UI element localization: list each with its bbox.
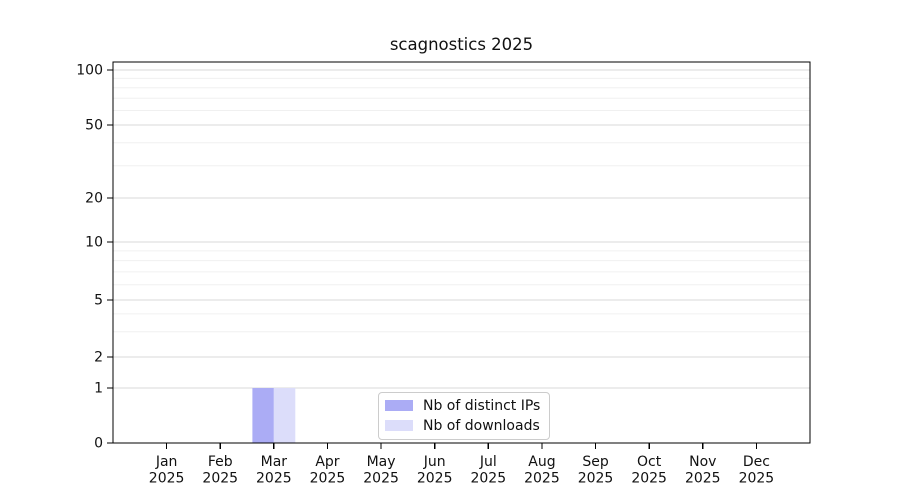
x-tick-label-month-feb: Feb [208,454,233,470]
x-axis-ticks: Jan2025Feb2025Mar2025Apr2025May2025Jun20… [149,443,774,487]
y-tick-label-100: 100 [76,63,103,79]
gridlines-major [113,69,810,444]
legend-label: Nb of distinct IPs [423,397,541,414]
chart-title: scagnostics 2025 [389,35,534,54]
x-tick-label-month-may: May [367,454,396,470]
bar-nb-of-distinct-ips-mar [252,388,274,443]
x-tick-label-month-oct: Oct [637,454,662,470]
x-tick-label-year-dec: 2025 [739,471,775,487]
x-tick-label-year-feb: 2025 [202,471,238,487]
legend-swatch-icon [385,420,413,431]
gridlines-minor [113,77,810,333]
x-tick-label-month-jan: Jan [155,454,178,470]
x-tick-label-month-mar: Mar [261,454,288,470]
x-tick-label-year-jan: 2025 [149,471,185,487]
y-tick-label-1: 1 [94,381,103,397]
x-tick-label-month-sep: Sep [582,454,609,470]
legend: Nb of distinct IPs Nb of downloads [378,392,551,440]
legend-swatch-icon [385,400,413,411]
y-tick-label-0: 0 [94,436,103,452]
x-tick-label-year-sep: 2025 [578,471,614,487]
x-tick-label-year-apr: 2025 [310,471,346,487]
bars [252,388,296,443]
legend-item: Nb of distinct IPs [385,397,540,414]
x-tick-label-year-nov: 2025 [685,471,721,487]
legend-label: Nb of downloads [423,417,540,434]
y-axis-ticks: 0 1 2 5 10 20 50 100 [76,63,113,452]
y-tick-label-20: 20 [85,191,103,207]
x-tick-label-year-oct: 2025 [631,471,667,487]
axis-frame [112,61,811,444]
x-tick-label-year-jul: 2025 [470,471,506,487]
x-tick-label-year-mar: 2025 [256,471,292,487]
x-tick-label-year-may: 2025 [363,471,399,487]
x-tick-label-year-jun: 2025 [417,471,453,487]
y-tick-label-10: 10 [85,235,103,251]
y-tick-label-50: 50 [85,118,103,134]
x-tick-label-year-aug: 2025 [524,471,560,487]
x-tick-label-month-jul: Jul [479,454,497,470]
x-tick-label-month-dec: Dec [743,454,770,470]
y-tick-label-2: 2 [94,350,103,366]
x-tick-label-month-apr: Apr [315,454,339,470]
x-tick-label-month-nov: Nov [689,454,716,470]
x-tick-label-month-jun: Jun [423,454,446,470]
legend-item: Nb of downloads [385,417,540,434]
y-tick-label-5: 5 [94,293,103,309]
bar-nb-of-downloads-mar [273,388,296,443]
x-tick-label-month-aug: Aug [528,454,555,470]
